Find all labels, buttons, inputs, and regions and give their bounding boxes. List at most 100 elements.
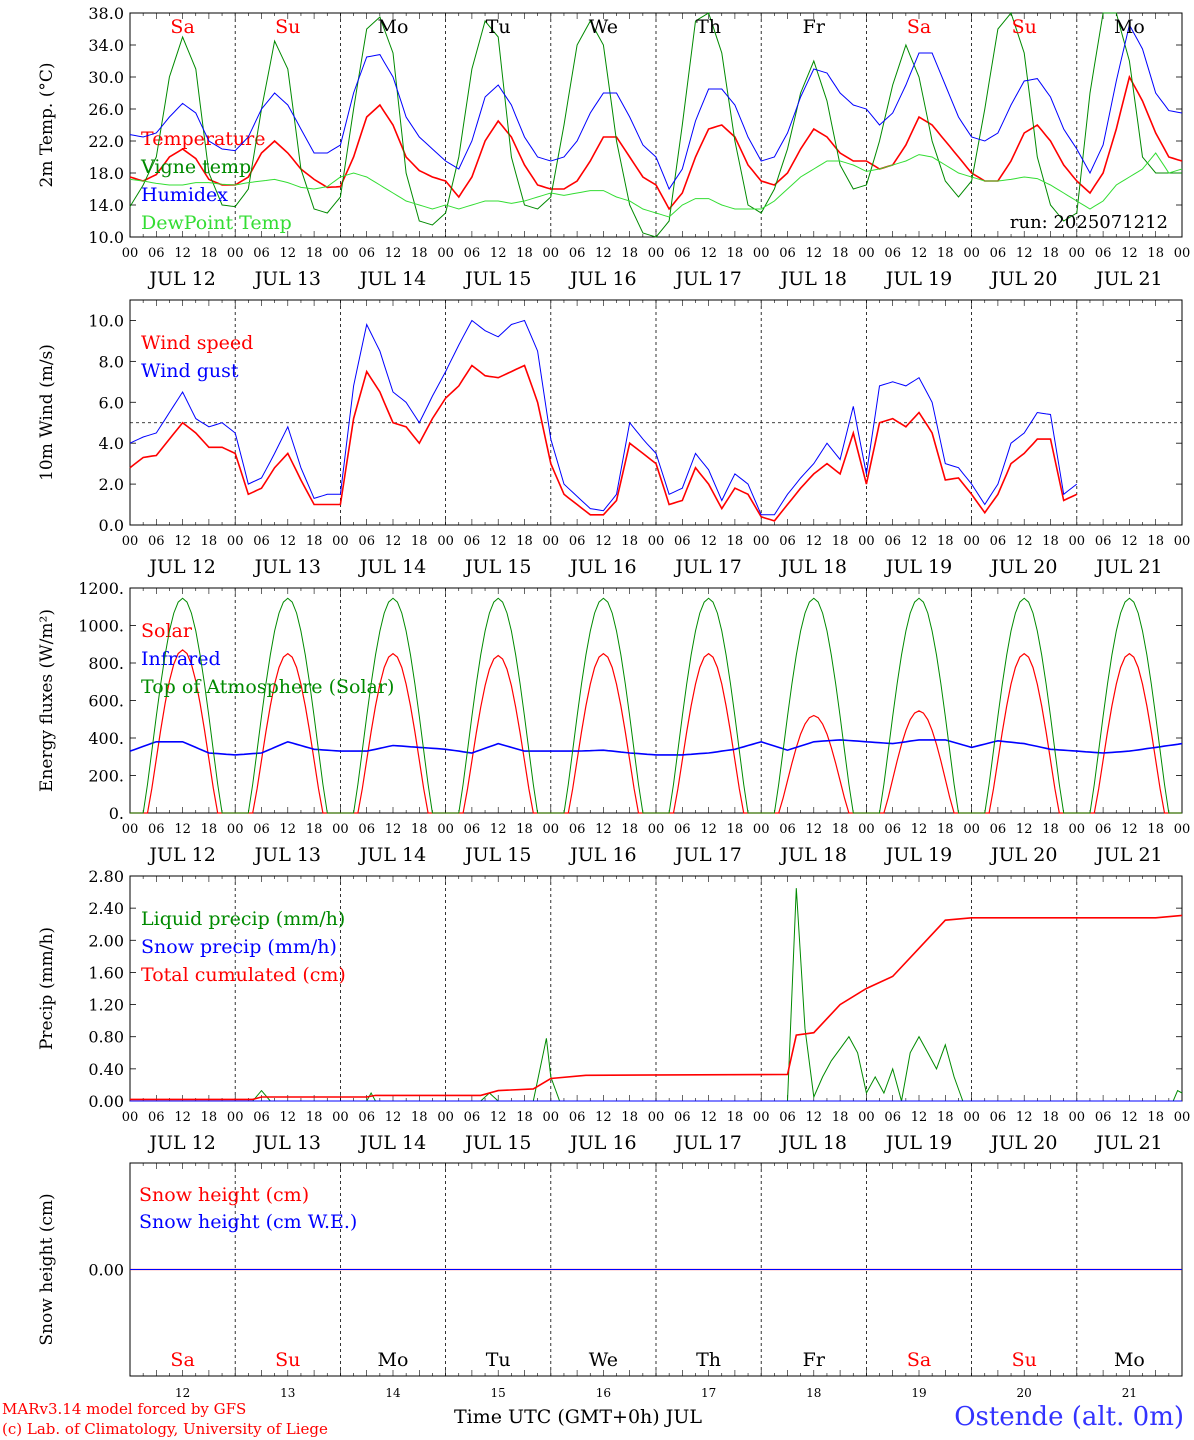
hour-tick-label: 18 — [201, 822, 218, 837]
date-label: JUL 20 — [989, 556, 1057, 578]
date-label: JUL 15 — [463, 268, 531, 290]
hour-tick-label: 06 — [884, 1110, 901, 1125]
hour-tick-label: 00 — [122, 246, 139, 261]
hour-tick-label: 12 — [490, 246, 507, 261]
date-label: JUL 15 — [463, 556, 531, 578]
y-axis-label: Precip (mm/h) — [37, 927, 57, 1050]
hour-tick-label: 00 — [332, 534, 349, 549]
hour-tick-label: 00 — [753, 1110, 770, 1125]
hour-tick-label: 12 — [595, 534, 612, 549]
hour-tick-label: 06 — [779, 1110, 796, 1125]
legend-entry: Snow height (cm W.E.) — [139, 1211, 357, 1233]
hour-tick-label: 18 — [937, 246, 954, 261]
hour-tick-label: 06 — [464, 1110, 481, 1125]
hour-tick-label: 12 — [1016, 822, 1033, 837]
hour-tick-label: 00 — [543, 534, 560, 549]
hour-tick-label: 18 — [727, 1110, 744, 1125]
series-line-2-2 — [129, 319, 1078, 516]
hour-tick-label: 00 — [858, 246, 875, 261]
day-number-label: 14 — [385, 1386, 401, 1400]
hour-tick-label: 00 — [963, 534, 980, 549]
panel-1-frame — [129, 12, 1183, 238]
hour-tick-label: 00 — [332, 246, 349, 261]
hour-tick-label: 12 — [911, 246, 928, 261]
hour-tick-label: 06 — [358, 534, 375, 549]
date-label: JUL 13 — [253, 1132, 321, 1154]
hour-tick-label: 12 — [806, 534, 823, 549]
hour-tick-label: 12 — [700, 822, 717, 837]
hour-tick-label: 06 — [148, 246, 165, 261]
hour-tick-label: 06 — [779, 822, 796, 837]
date-label: JUL 20 — [989, 268, 1057, 290]
hour-tick-label: 06 — [1095, 822, 1112, 837]
date-label: JUL 14 — [358, 844, 426, 866]
weekday-label: Th — [696, 16, 721, 38]
y-tick-label: 38.0 — [88, 4, 124, 23]
y-tick-label: 2.80 — [88, 867, 124, 886]
hour-tick-label: 18 — [1042, 534, 1059, 549]
hour-tick-label: 06 — [990, 246, 1007, 261]
date-label: JUL 13 — [253, 556, 321, 578]
hour-tick-label: 00 — [122, 1110, 139, 1125]
weekday-label: Mo — [1114, 16, 1145, 38]
hour-tick-label: 06 — [148, 822, 165, 837]
y-axis-label: 2m Temp. (°C) — [37, 62, 57, 187]
hour-tick-label: 12 — [911, 534, 928, 549]
legend-entry: Snow height (cm) — [139, 1184, 309, 1206]
hour-tick-label: 18 — [621, 534, 638, 549]
hour-tick-label: 12 — [174, 246, 191, 261]
date-label: JUL 14 — [358, 268, 426, 290]
y-tick-label: 0. — [109, 804, 124, 823]
date-label: JUL 17 — [673, 1132, 741, 1154]
hour-tick-label: 18 — [832, 1110, 849, 1125]
hour-tick-label: 18 — [727, 822, 744, 837]
hour-tick-label: 12 — [280, 822, 297, 837]
hour-tick-label: 06 — [464, 822, 481, 837]
legend-entry: DewPoint Temp — [141, 212, 292, 234]
hour-tick-label: 12 — [1121, 246, 1138, 261]
hour-tick-label: 18 — [1042, 246, 1059, 261]
hour-tick-label: 06 — [990, 534, 1007, 549]
legend-entry: Liquid precip (mm/h) — [141, 908, 345, 930]
hour-tick-label: 06 — [358, 1110, 375, 1125]
hour-tick-label: 00 — [753, 822, 770, 837]
date-label: JUL 19 — [884, 268, 952, 290]
hour-tick-label: 12 — [1016, 1110, 1033, 1125]
hour-tick-label: 06 — [884, 246, 901, 261]
hour-tick-label: 12 — [490, 1110, 507, 1125]
hour-tick-label: 18 — [832, 246, 849, 261]
day-number-label: 21 — [1122, 1386, 1137, 1400]
hour-tick-label: 00 — [122, 822, 139, 837]
hour-tick-label: 00 — [227, 534, 244, 549]
hour-tick-label: 06 — [674, 246, 691, 261]
hour-tick-label: 00 — [543, 822, 560, 837]
panel-2-frame — [129, 299, 1183, 526]
legend-entry: Temperature — [141, 128, 265, 150]
x-axis-title: Time UTC (GMT+0h) JUL — [454, 1406, 702, 1428]
date-label: JUL 19 — [884, 1132, 952, 1154]
hour-tick-label: 18 — [1042, 822, 1059, 837]
y-tick-label: 2.40 — [88, 899, 124, 918]
y-tick-label: 800. — [88, 654, 124, 673]
day-number-label: 13 — [280, 1386, 295, 1400]
hour-tick-label: 18 — [201, 534, 218, 549]
date-label: JUL 20 — [989, 844, 1057, 866]
y-axis-label: Snow height (cm) — [37, 1193, 57, 1345]
legend-entry: Vigne temp — [140, 156, 251, 178]
hour-tick-label: 06 — [1095, 534, 1112, 549]
hour-tick-label: 18 — [1147, 534, 1164, 549]
hour-tick-label: 06 — [358, 822, 375, 837]
hour-tick-label: 18 — [1147, 246, 1164, 261]
hour-tick-label: 18 — [832, 822, 849, 837]
hour-tick-label: 12 — [1016, 246, 1033, 261]
hour-tick-label: 12 — [700, 246, 717, 261]
hour-tick-label: 18 — [937, 1110, 954, 1125]
hour-tick-label: 18 — [306, 822, 323, 837]
legend-entry: Solar — [141, 620, 193, 642]
day-number-label: 18 — [806, 1386, 821, 1400]
date-label: JUL 15 — [463, 844, 531, 866]
hour-tick-label: 18 — [621, 246, 638, 261]
hour-tick-label: 12 — [806, 822, 823, 837]
hour-tick-label: 06 — [779, 246, 796, 261]
weekday-label: Fr — [803, 16, 826, 38]
